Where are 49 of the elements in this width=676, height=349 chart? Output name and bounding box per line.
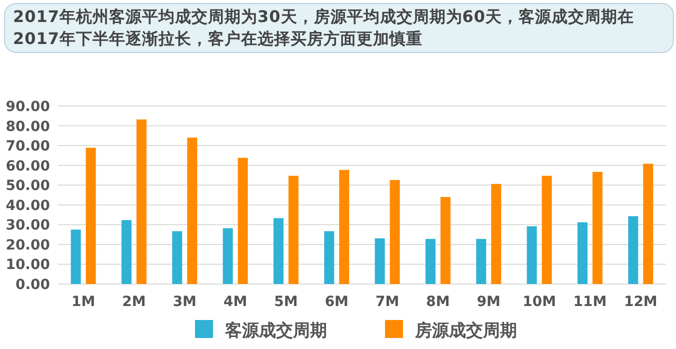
bar: [187, 138, 198, 284]
y-tick-label: 0.00: [15, 277, 50, 293]
x-tick-label: 3M: [172, 294, 197, 310]
bar: [339, 170, 350, 284]
bar: [238, 158, 248, 284]
y-tick-label: 90.00: [6, 99, 50, 115]
y-tick-label: 80.00: [6, 118, 50, 135]
x-tick-label: 7M: [375, 294, 400, 310]
bar: [578, 222, 588, 284]
bar: [222, 228, 233, 284]
bar: [643, 164, 654, 284]
chart-title: 2017年杭州客源平均成交周期为30天，房源平均成交周期为60天，客源成交周期在2017年下半年逐渐拉长，客户在选择买房方面更加慎重: [4, 3, 674, 53]
x-tick-label: 11M: [573, 294, 607, 310]
bar: [172, 231, 182, 284]
y-tick-label: 10.00: [6, 257, 50, 274]
bar: [476, 238, 486, 284]
x-tick-label: 12M: [624, 294, 658, 310]
bar: [70, 230, 81, 284]
bar: [491, 184, 502, 284]
x-tick-label: 8M: [426, 294, 450, 310]
y-tick-label: 20.00: [6, 237, 50, 254]
x-tick-label: 2M: [122, 294, 146, 310]
bar: [426, 238, 436, 284]
bar: [542, 176, 552, 284]
bar: [440, 196, 450, 284]
bar: [390, 180, 400, 284]
y-tick-label: 50.00: [6, 178, 50, 194]
bar: [86, 148, 96, 284]
x-tick-label: 10M: [522, 294, 556, 310]
x-tick-label: 5M: [274, 294, 298, 310]
bar: [592, 172, 602, 284]
y-tick-label: 40.00: [6, 198, 50, 214]
x-tick-label: 6M: [324, 294, 349, 310]
bar: [628, 216, 638, 284]
x-tick-label: 9M: [476, 294, 501, 310]
bar: [374, 238, 385, 284]
legend-label: 客源成交周期: [224, 321, 327, 341]
y-tick-label: 70.00: [6, 138, 50, 155]
x-tick-label: 1M: [71, 294, 96, 310]
y-tick-label: 30.00: [6, 218, 50, 234]
y-tick-label: 60.00: [6, 158, 50, 174]
bar: [274, 218, 284, 284]
bar: [122, 220, 132, 284]
bar: [526, 226, 537, 284]
bar: [324, 231, 334, 284]
bar: [288, 176, 298, 284]
legend-label: 房源成交周期: [414, 321, 517, 341]
x-tick-label: 4M: [223, 294, 248, 310]
bar: [136, 119, 146, 284]
